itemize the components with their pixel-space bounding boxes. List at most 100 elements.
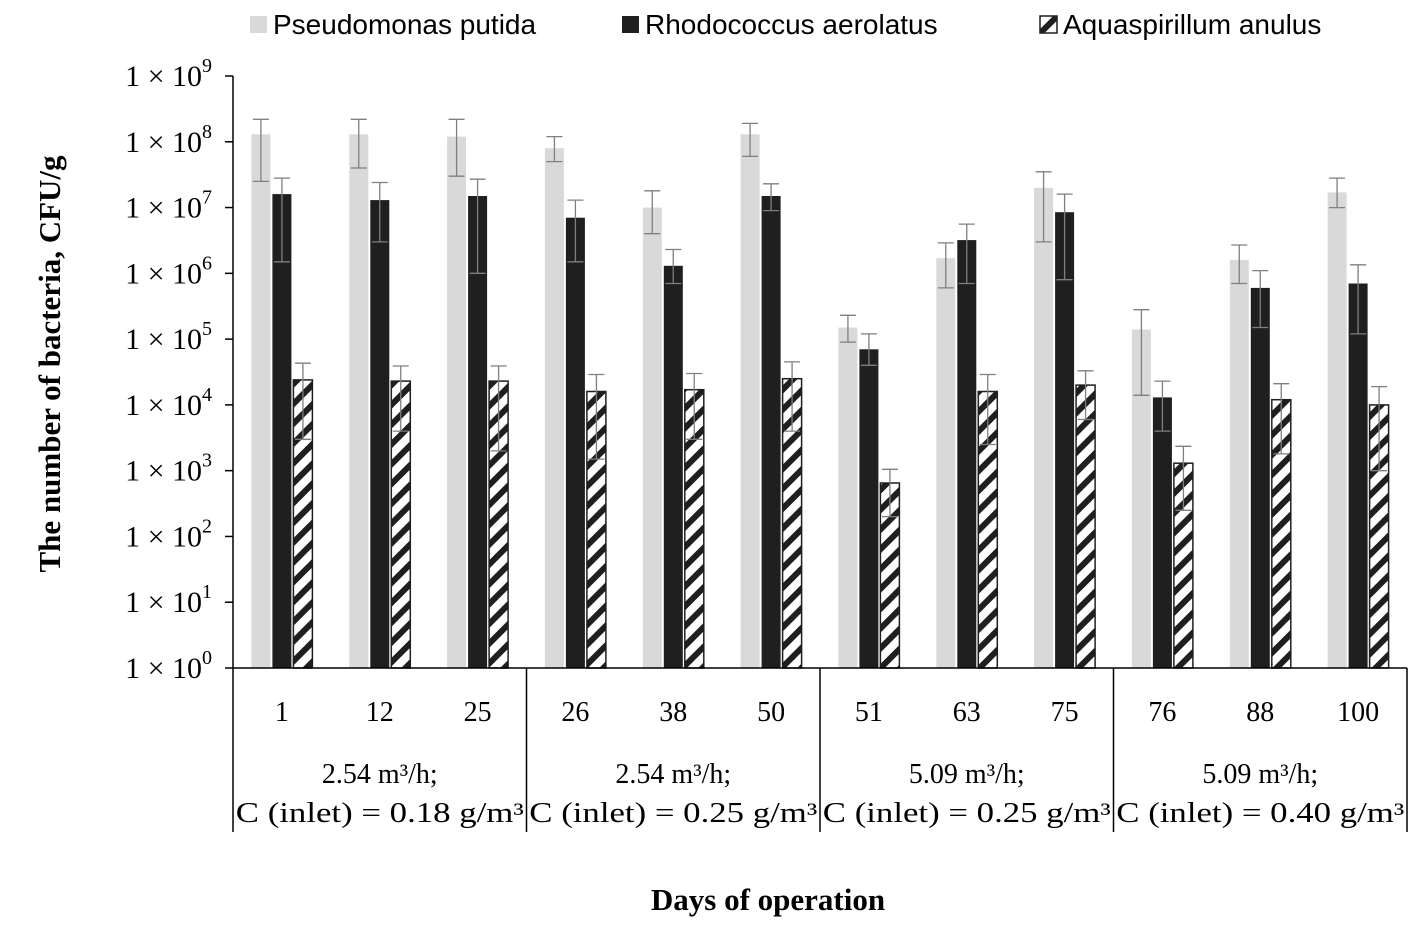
bar-rhodococcus-aerolatus-day-38 (663, 265, 683, 668)
error-bar-1-4 (665, 248, 682, 285)
error-bar-1-5 (763, 183, 780, 212)
category-label-day-100: 100 (1337, 697, 1379, 728)
bar-pseudomonas-putida-day-51 (838, 327, 858, 668)
y-tick-label-exponent: 8 (202, 121, 212, 143)
y-tick-label-exponent: 7 (202, 187, 212, 209)
y-tick-label-exponent: 2 (202, 515, 212, 537)
y-tick-label-base: 1 × 10 (125, 455, 202, 488)
category-label-day-63: 63 (953, 697, 981, 728)
bar-rhodococcus-aerolatus-day-26 (565, 217, 585, 668)
group-label-flow-rate: 5.09 m³/h; (1202, 759, 1318, 790)
bar-pseudomonas-putida-day-25 (447, 136, 467, 669)
bar-pseudomonas-putida-day-75 (1034, 187, 1054, 669)
y-tick-label: 1 × 100 (125, 647, 212, 685)
y-tick-label-exponent: 5 (202, 318, 212, 340)
error-bar-2-9 (1175, 445, 1192, 511)
category-label-day-76: 76 (1148, 697, 1176, 728)
error-bar-1-7 (958, 223, 975, 285)
error-bar-2-2 (490, 365, 507, 452)
error-bar-1-3 (567, 199, 584, 263)
y-tick-label: 1 × 107 (125, 187, 212, 225)
error-bar-0-0 (252, 118, 269, 183)
category-label-day-1: 1 (275, 697, 289, 728)
legend-swatch (622, 16, 639, 33)
error-bar-2-6 (881, 468, 898, 518)
bar-pseudomonas-putida-day-12 (349, 134, 369, 669)
y-tick-label-base: 1 × 10 (125, 652, 202, 685)
error-bar-1-9 (1154, 380, 1171, 432)
y-tick-label-base: 1 × 10 (125, 192, 202, 225)
bar-rhodococcus-aerolatus-day-100 (1348, 283, 1368, 668)
error-bar-0-6 (839, 314, 856, 343)
error-bar-0-7 (937, 242, 954, 289)
y-tick-label-base: 1 × 10 (125, 257, 202, 290)
y-tick-label-base: 1 × 10 (125, 60, 202, 93)
legend-entry-aquaspirillum-anulus: Aquaspirillum anulus (1039, 9, 1321, 40)
group-label-inlet-concentration: C (inlet) = 0.40 g/m³ (1116, 798, 1404, 829)
y-tick-label-exponent: 3 (202, 450, 212, 472)
bar-pseudomonas-putida-day-50 (740, 134, 760, 669)
error-bar-0-4 (644, 190, 661, 235)
category-label-day-25: 25 (464, 697, 492, 728)
bar-aquaspirillum-anulus-day-75 (1075, 384, 1096, 669)
y-tick-label: 1 × 101 (125, 581, 212, 619)
error-bar-1-1 (371, 181, 388, 243)
category-label-day-75: 75 (1051, 697, 1079, 728)
error-bar-2-3 (588, 373, 605, 460)
bar-pseudomonas-putida-day-76 (1131, 329, 1151, 668)
error-bar-2-0 (294, 362, 311, 440)
error-bar-0-11 (1329, 177, 1346, 209)
y-tick-label: 1 × 106 (125, 252, 212, 290)
legend: Pseudomonas putida Rhodococcus aerolatus A… (250, 9, 1321, 40)
category-label-day-88: 88 (1246, 697, 1274, 728)
legend-label: Aquaspirillum anulus (1063, 9, 1321, 40)
error-bar-1-2 (469, 178, 486, 274)
error-bar-1-11 (1350, 264, 1367, 335)
error-bar-0-3 (546, 135, 563, 163)
legend-label: Rhodococcus aerolatus (645, 9, 938, 40)
bar-rhodococcus-aerolatus-day-25 (468, 196, 488, 668)
bar-pseudomonas-putida-day-63 (936, 258, 956, 668)
error-bar-0-8 (1035, 171, 1052, 243)
error-bars-layer (252, 118, 1388, 518)
category-label-day-12: 12 (366, 697, 394, 728)
error-bar-2-7 (979, 373, 996, 446)
y-tick-label-exponent: 1 (202, 581, 212, 603)
category-label-day-26: 26 (561, 697, 589, 728)
y-tick-label-base: 1 × 10 (125, 126, 202, 159)
error-bar-1-6 (860, 333, 877, 366)
bar-pseudomonas-putida-day-26 (544, 148, 564, 668)
legend-label: Pseudomonas putida (273, 9, 537, 40)
legend-swatch (1039, 15, 1058, 34)
y-tick-label-exponent: 0 (202, 647, 212, 669)
y-tick-label-exponent: 6 (202, 252, 212, 274)
y-tick-label: 1 × 109 (125, 55, 212, 93)
bar-rhodococcus-aerolatus-day-76 (1152, 397, 1172, 668)
group-label-flow-rate: 5.09 m³/h; (909, 759, 1025, 790)
y-tick-label: 1 × 102 (125, 515, 212, 553)
y-tick-label-base: 1 × 10 (125, 323, 202, 356)
bar-rhodococcus-aerolatus-day-1 (272, 194, 292, 668)
y-tick-label-base: 1 × 10 (125, 586, 202, 619)
bar-rhodococcus-aerolatus-day-63 (957, 240, 977, 668)
group-label-inlet-concentration: C (inlet) = 0.18 g/m³ (236, 798, 524, 829)
error-bar-0-9 (1133, 309, 1150, 396)
error-bar-2-8 (1077, 370, 1094, 421)
y-axis-title: The number of bacteria, CFU/g (32, 155, 67, 573)
category-label-day-50: 50 (757, 697, 785, 728)
y-tick-label-base: 1 × 10 (125, 520, 202, 553)
error-bar-0-2 (448, 118, 465, 177)
group-label-inlet-concentration: C (inlet) = 0.25 g/m³ (823, 798, 1111, 829)
error-bar-1-10 (1252, 269, 1269, 329)
bar-rhodococcus-aerolatus-day-75 (1055, 212, 1075, 668)
error-bar-0-10 (1231, 244, 1248, 285)
legend-swatch (250, 16, 267, 33)
y-tick-label: 1 × 105 (125, 318, 212, 356)
bar-pseudomonas-putida-day-38 (642, 207, 662, 668)
error-bar-2-1 (392, 365, 409, 432)
y-tick-label: 1 × 103 (125, 450, 212, 488)
error-bar-2-11 (1371, 385, 1388, 472)
